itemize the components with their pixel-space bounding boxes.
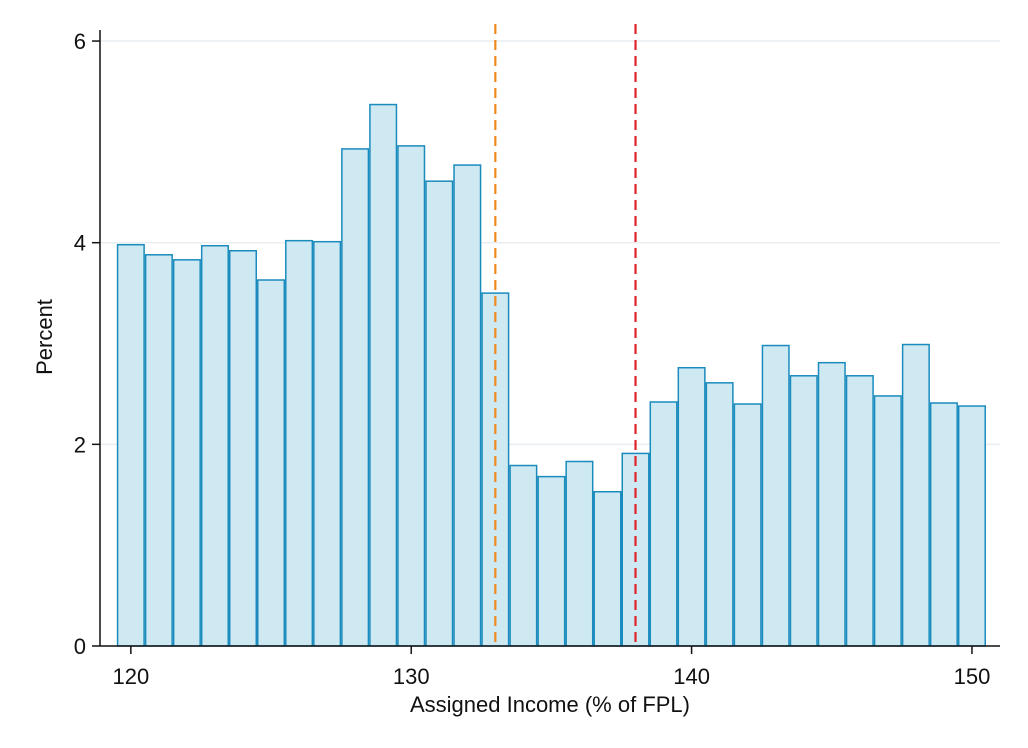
y-tick-label: 2 bbox=[74, 432, 86, 457]
x-tick-label: 150 bbox=[954, 664, 991, 689]
histogram-bar bbox=[172, 259, 201, 647]
histogram-bar bbox=[789, 375, 818, 647]
histogram-bar bbox=[313, 240, 342, 647]
reference-lines bbox=[494, 24, 637, 646]
histogram-bar bbox=[565, 460, 594, 647]
histogram-bar bbox=[453, 164, 482, 647]
y-tick-label: 4 bbox=[74, 231, 86, 256]
histogram-bar bbox=[929, 402, 958, 647]
y-tick-label: 6 bbox=[74, 29, 86, 54]
histogram-bar bbox=[593, 490, 622, 647]
histogram-bar bbox=[369, 103, 398, 647]
histogram-bar bbox=[705, 382, 734, 647]
x-tick-label: 140 bbox=[673, 664, 710, 689]
x-axis-title: Assigned Income (% of FPL) bbox=[410, 692, 690, 717]
histogram-bar bbox=[285, 239, 314, 647]
tick-labels: 0 2 4 6 120 130 140 150 bbox=[74, 29, 991, 689]
x-tick-label: 120 bbox=[112, 664, 149, 689]
y-tick-label: 0 bbox=[74, 634, 86, 659]
histogram-bar bbox=[873, 395, 902, 647]
bars bbox=[116, 103, 986, 647]
y-axis-title: Percent bbox=[32, 299, 57, 375]
histogram-bar bbox=[144, 254, 173, 647]
histogram-bar bbox=[901, 343, 930, 647]
histogram-bar bbox=[257, 279, 286, 647]
x-tick-label: 130 bbox=[393, 664, 430, 689]
histogram-bar bbox=[425, 180, 454, 647]
histogram-bar bbox=[116, 243, 145, 647]
histogram-bar bbox=[537, 475, 566, 647]
histogram-bar bbox=[509, 464, 538, 647]
histogram-bar bbox=[957, 405, 986, 647]
histogram-bar bbox=[200, 244, 229, 647]
histogram-bar bbox=[733, 403, 762, 647]
histogram-bar bbox=[817, 361, 846, 647]
axes bbox=[92, 30, 1000, 654]
histogram-bar bbox=[621, 452, 650, 647]
histogram-bar bbox=[649, 401, 678, 647]
histogram-bar bbox=[845, 375, 874, 647]
histogram-bar bbox=[228, 250, 258, 647]
histogram-bar bbox=[397, 145, 426, 647]
histogram-bar bbox=[341, 148, 370, 647]
histogram-bar bbox=[677, 366, 706, 647]
histogram-bar bbox=[761, 344, 790, 647]
